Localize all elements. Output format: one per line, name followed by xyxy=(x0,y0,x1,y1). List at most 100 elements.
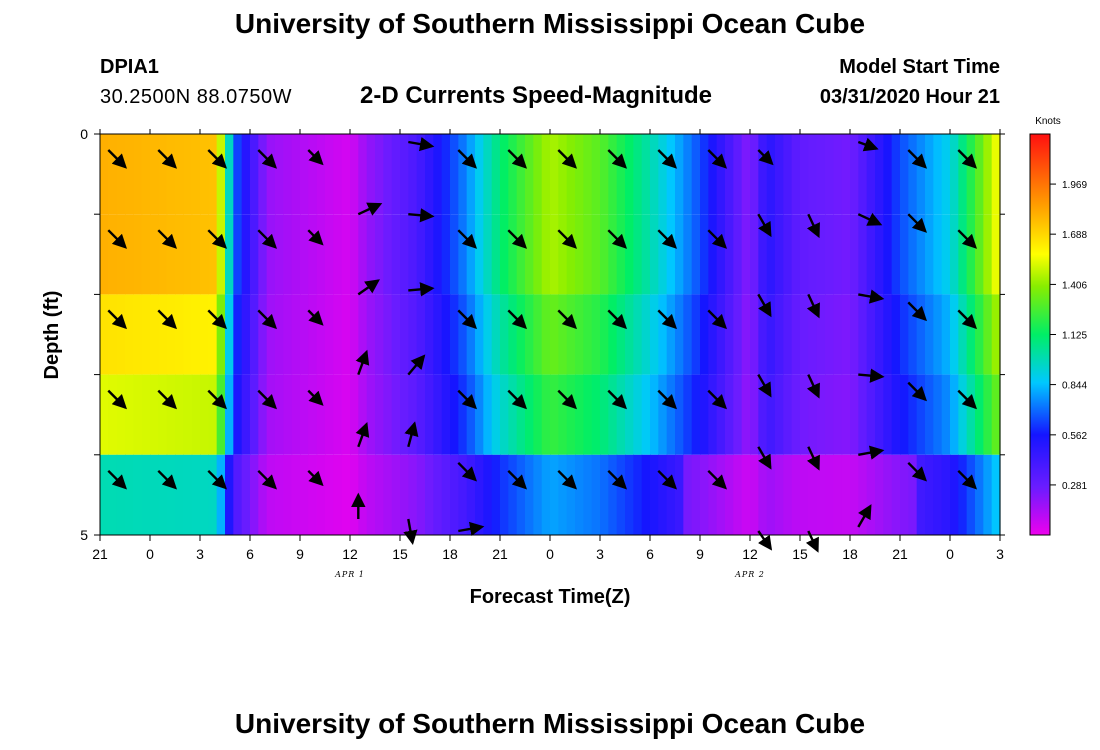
heatmap-cell xyxy=(300,454,309,535)
heatmap-cell xyxy=(141,374,151,455)
heatmap-cell xyxy=(900,214,909,295)
heatmap-cell xyxy=(191,374,201,455)
heatmap-cell xyxy=(925,134,934,215)
heatmap-cell xyxy=(275,374,284,455)
heatmap-cell xyxy=(258,374,268,455)
heatmap-cell xyxy=(691,214,701,295)
heatmap-cell xyxy=(325,214,334,295)
heatmap-cell xyxy=(533,294,543,375)
heatmap-cell xyxy=(166,454,176,535)
heatmap-cell xyxy=(366,374,376,455)
heatmap-cell xyxy=(216,454,226,535)
heatmap-cell xyxy=(816,454,826,535)
heatmap-cell xyxy=(916,134,926,215)
heatmap-cell xyxy=(833,214,843,295)
heatmap-cell xyxy=(208,134,218,215)
heatmap-cell xyxy=(658,374,668,455)
current-vector-arrow xyxy=(457,309,477,330)
heatmap-cell xyxy=(800,214,809,295)
heatmap-cell xyxy=(400,294,409,375)
current-vector-arrow xyxy=(557,309,577,330)
heatmap-cell xyxy=(566,374,576,455)
heatmap-cell xyxy=(183,454,193,535)
x-tick-label: 12 xyxy=(342,546,358,562)
heatmap-cell xyxy=(308,134,318,215)
current-vector-arrow xyxy=(957,469,977,490)
x-tick-label: 0 xyxy=(146,546,154,562)
heatmap-cell xyxy=(300,214,309,295)
current-vector-arrow xyxy=(806,446,820,471)
heatmap-cell xyxy=(683,454,693,535)
heatmap-cell xyxy=(516,214,526,295)
heatmap-cell xyxy=(833,454,843,535)
current-vector-arrow xyxy=(107,229,127,249)
current-vector-arrow xyxy=(557,229,577,249)
current-vector-arrow xyxy=(757,530,773,551)
heatmap-cell xyxy=(150,454,159,535)
current-vector-arrow xyxy=(307,309,324,326)
current-vector-arrow xyxy=(207,309,227,330)
heatmap-cell xyxy=(725,134,734,215)
heatmap-cell xyxy=(516,454,526,535)
heatmap-cell xyxy=(850,134,859,215)
heatmap-cell xyxy=(108,454,118,535)
current-vector-arrow xyxy=(507,149,527,169)
heatmap-cell xyxy=(216,374,226,455)
current-vector-arrow xyxy=(107,149,127,169)
heatmap-cell xyxy=(541,294,551,375)
heatmap-cell xyxy=(258,454,268,535)
heatmap-cell xyxy=(433,294,443,375)
heatmap-cell xyxy=(708,134,718,215)
colorbar-tick-label: 0.562 xyxy=(1062,431,1087,442)
heatmap-cell xyxy=(441,134,451,215)
heatmap-cell xyxy=(225,454,234,535)
heatmap-cell xyxy=(283,294,293,375)
current-vector-arrow xyxy=(657,229,677,249)
heatmap-cell xyxy=(366,134,376,215)
heatmap-cell xyxy=(991,374,1001,455)
current-vector-arrow xyxy=(657,309,677,330)
heatmap-cell xyxy=(533,454,543,535)
heatmap-cell xyxy=(266,214,276,295)
heatmap-cell xyxy=(283,454,293,535)
heatmap-cell xyxy=(750,214,759,295)
current-vector-arrow xyxy=(257,229,277,249)
heatmap-cell xyxy=(166,134,176,215)
heatmap-cell xyxy=(958,294,968,375)
heatmap-cell xyxy=(925,214,934,295)
heatmap-cell xyxy=(566,134,576,215)
heatmap-cell xyxy=(150,214,159,295)
heatmap-cell xyxy=(841,214,851,295)
heatmap-cell xyxy=(175,214,184,295)
heatmap-cell xyxy=(658,134,668,215)
heatmap-cell xyxy=(750,134,759,215)
x-axis-title: Forecast Time(Z) xyxy=(470,586,631,608)
current-vector-arrow xyxy=(107,469,127,490)
heatmap-cell xyxy=(408,454,418,535)
current-vector-arrow xyxy=(757,374,772,398)
heatmap-cell xyxy=(933,134,943,215)
heatmap-cell xyxy=(208,374,218,455)
heatmap-cell xyxy=(358,214,368,295)
x-tick-label: 18 xyxy=(442,546,458,562)
heatmap-cell xyxy=(308,214,318,295)
heatmap-cell xyxy=(558,294,568,375)
heatmap-cell xyxy=(508,374,518,455)
heatmap-cell xyxy=(916,214,926,295)
heatmap-cell xyxy=(741,134,751,215)
heatmap-cell xyxy=(125,214,134,295)
heatmap-cell xyxy=(783,454,793,535)
colorbar-title: Knots xyxy=(1035,116,1061,127)
heatmap-cell xyxy=(591,294,601,375)
heatmap-cell xyxy=(333,294,343,375)
heatmap-cell xyxy=(758,214,768,295)
heatmap-cell xyxy=(341,134,351,215)
heatmap-cell xyxy=(741,214,751,295)
heatmap-cell xyxy=(950,454,959,535)
heatmap-cell xyxy=(508,134,518,215)
heatmap-cell xyxy=(791,454,801,535)
x-tick-label: 21 xyxy=(92,546,108,562)
heatmap-cell xyxy=(991,214,1001,295)
colorbar-tick-label: 0.844 xyxy=(1062,381,1087,392)
